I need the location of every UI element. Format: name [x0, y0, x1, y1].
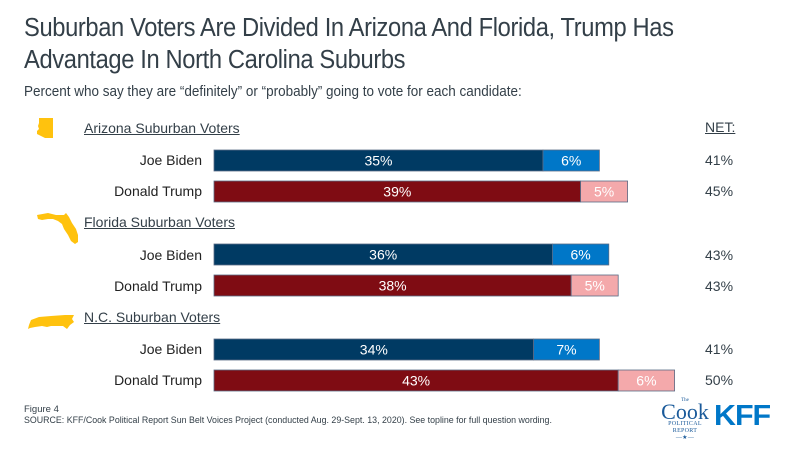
- chart-title-line1: Suburban Voters Are Divided In Arizona A…: [24, 14, 674, 42]
- bar-label-north-carolina-biden-definitely: 34%: [360, 342, 388, 358]
- bar-label-florida-trump-definitely: 38%: [379, 278, 407, 294]
- net-column-header: NET:: [705, 119, 736, 135]
- group-header-florida: Florida Suburban Voters: [84, 214, 235, 230]
- cook-political-report-logo: The Cook POLITICAL REPORT —★—: [660, 398, 710, 442]
- net-value: 45%: [705, 183, 734, 199]
- chart-subtitle: Percent who say they are “definitely” or…: [24, 84, 522, 100]
- bar-arizona-biden-probably: [542, 149, 600, 172]
- candidate-label: Donald Trump: [114, 372, 202, 388]
- florida-state-icon: [37, 213, 78, 244]
- bar-label-arizona-trump-definitely: 39%: [383, 184, 411, 200]
- bar-label-arizona-trump-probably: 5%: [594, 184, 614, 200]
- cook-logo-main: Cook: [661, 399, 709, 424]
- cook-logo-sub1: POLITICAL: [668, 421, 702, 427]
- group-header-north-carolina: N.C. Suburban Voters: [84, 309, 221, 325]
- bar-label-north-carolina-trump-probably: 6%: [636, 373, 656, 389]
- bar-label-arizona-biden-definitely: 35%: [364, 153, 392, 169]
- bar-label-florida-biden-definitely: 36%: [369, 247, 397, 263]
- candidate-label: Joe Biden: [139, 247, 202, 263]
- net-value: 43%: [705, 247, 734, 263]
- bar-label-arizona-biden-probably: 6%: [561, 153, 581, 169]
- figure-number: Figure 4: [24, 404, 59, 415]
- arizona-state-icon: [37, 118, 53, 138]
- bar-north-carolina-biden-probably: [533, 338, 600, 361]
- bar-north-carolina-trump-probably: [617, 369, 676, 392]
- bar-florida-biden-probably: [552, 243, 610, 266]
- kff-logo: KFF: [714, 400, 771, 432]
- bar-label-florida-biden-probably: 6%: [570, 247, 590, 263]
- source-note: SOURCE: KFF/Cook Political Report Sun Be…: [24, 415, 552, 426]
- cook-logo-sub2: REPORT: [672, 428, 698, 434]
- bar-florida-trump-probably: [570, 274, 619, 297]
- net-value: 50%: [705, 372, 734, 388]
- candidate-label: Donald Trump: [114, 278, 202, 294]
- net-value: 41%: [705, 341, 734, 357]
- north-carolina-state-icon: [28, 315, 74, 329]
- candidate-label: Donald Trump: [114, 183, 202, 199]
- candidate-label: Joe Biden: [139, 152, 202, 168]
- bar-label-north-carolina-trump-definitely: 43%: [402, 373, 430, 389]
- net-value: 41%: [705, 152, 734, 168]
- bar-arizona-trump-probably: [580, 180, 628, 203]
- group-header-arizona: Arizona Suburban Voters: [84, 120, 240, 136]
- chart-title: Suburban Voters Are Divided In Arizona A…: [24, 12, 731, 76]
- cook-logo-star: —★—: [675, 435, 695, 441]
- bar-label-north-carolina-biden-probably: 7%: [556, 342, 576, 358]
- chart-title-line2: Advantage In North Carolina Suburbs: [24, 46, 406, 74]
- bar-label-florida-trump-probably: 5%: [585, 278, 605, 294]
- cook-logo-the: The: [681, 398, 689, 403]
- net-value: 43%: [705, 278, 734, 294]
- candidate-label: Joe Biden: [139, 341, 202, 357]
